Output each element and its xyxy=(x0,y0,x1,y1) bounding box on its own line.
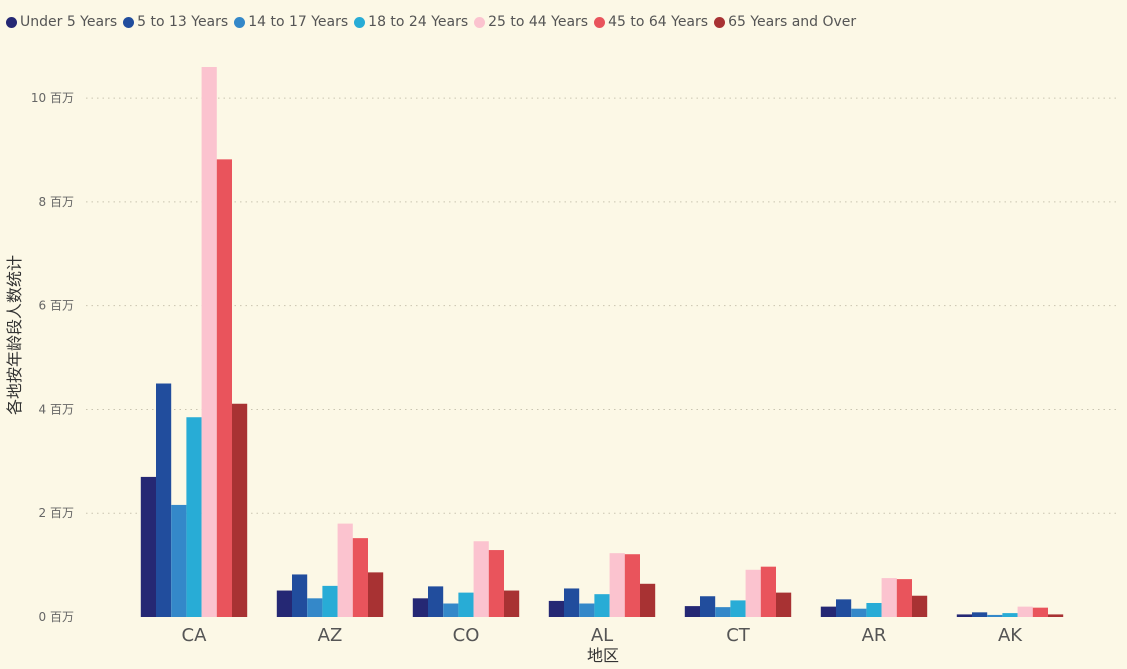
legend-item[interactable]: 45 to 64 Years xyxy=(594,14,708,30)
legend-swatch xyxy=(234,16,246,28)
bar xyxy=(276,590,292,617)
bar xyxy=(428,586,444,617)
bar xyxy=(1048,614,1064,617)
legend-item[interactable]: 5 to 13 Years xyxy=(123,14,228,30)
bar xyxy=(624,554,640,617)
x-tick-label: AL xyxy=(591,625,613,646)
x-tick-label: CT xyxy=(726,625,751,646)
bar xyxy=(579,603,595,617)
legend-item[interactable]: 25 to 44 Years xyxy=(474,14,588,30)
bar xyxy=(322,585,338,617)
legend-label: 14 to 17 Years xyxy=(248,14,349,30)
bar xyxy=(352,538,368,617)
bar xyxy=(458,592,474,617)
bar xyxy=(730,600,746,617)
legend-label: 45 to 64 Years xyxy=(608,14,709,30)
bar xyxy=(548,600,564,617)
bar xyxy=(851,608,867,617)
legend-swatch xyxy=(594,16,606,28)
bar xyxy=(912,595,928,617)
legend-label: 18 to 24 Years xyxy=(368,14,469,30)
bar xyxy=(700,596,716,617)
legend-swatch xyxy=(714,16,726,28)
bar xyxy=(368,572,384,617)
y-tick-label: 10 百万 xyxy=(31,91,74,105)
bar xyxy=(443,603,459,617)
y-tick-label: 2 百万 xyxy=(39,506,74,520)
bar xyxy=(186,417,202,617)
y-axis-title: 各地按年龄段人数统计 xyxy=(5,255,24,415)
bar xyxy=(232,403,248,617)
legend-swatch xyxy=(123,16,135,28)
bar xyxy=(1017,606,1033,617)
x-tick-label: AZ xyxy=(318,625,343,646)
bar xyxy=(684,606,700,617)
bar xyxy=(715,607,731,617)
bar xyxy=(776,592,792,617)
bar xyxy=(307,598,323,617)
bar xyxy=(201,67,217,617)
bar xyxy=(140,476,156,617)
legend-item[interactable]: Under 5 Years xyxy=(6,14,117,30)
y-tick-label: 4 百万 xyxy=(39,402,74,416)
bar xyxy=(836,599,852,617)
bar xyxy=(412,598,428,617)
y-tick-label: 8 百万 xyxy=(39,195,74,209)
legend: Under 5 Years 5 to 13 Years 14 to 17 Years… xyxy=(6,12,862,32)
bar xyxy=(1032,607,1048,617)
legend-item[interactable]: 65 Years and Over xyxy=(714,14,856,30)
legend-label: 25 to 44 Years xyxy=(488,14,589,30)
bar xyxy=(866,602,882,617)
bar xyxy=(171,504,187,617)
bar xyxy=(972,612,988,617)
legend-swatch xyxy=(6,16,17,28)
legend-item[interactable]: 14 to 17 Years xyxy=(234,14,348,30)
legend-swatch xyxy=(354,16,366,28)
bar xyxy=(896,579,912,617)
bar xyxy=(987,614,1003,617)
x-tick-label: AK xyxy=(998,625,1023,646)
legend-label: 5 to 13 Years xyxy=(137,14,229,30)
bar xyxy=(292,574,308,617)
x-tick-label: CO xyxy=(453,625,480,646)
bar xyxy=(216,159,232,617)
bar xyxy=(156,383,172,617)
y-tick-label: 6 百万 xyxy=(39,299,74,313)
bar xyxy=(609,553,625,617)
legend-swatch xyxy=(474,16,486,28)
x-tick-label: CA xyxy=(182,625,208,646)
bar xyxy=(1002,613,1018,617)
bar xyxy=(820,606,836,617)
bar xyxy=(504,590,520,617)
bar xyxy=(488,550,504,617)
bar xyxy=(881,578,897,617)
bar xyxy=(473,541,489,617)
legend-label: Under 5 Years xyxy=(20,14,118,30)
bar xyxy=(337,523,353,617)
bar xyxy=(760,566,776,617)
bar xyxy=(745,569,761,617)
x-axis-title: 地区 xyxy=(587,646,619,665)
y-tick-label: 0 百万 xyxy=(39,610,74,624)
legend-label: 65 Years and Over xyxy=(728,14,857,30)
x-tick-label: AR xyxy=(862,625,887,646)
bar xyxy=(956,614,972,617)
legend-item[interactable]: 18 to 24 Years xyxy=(354,14,468,30)
bar xyxy=(564,588,580,617)
bar xyxy=(640,583,656,617)
bar xyxy=(594,594,610,617)
